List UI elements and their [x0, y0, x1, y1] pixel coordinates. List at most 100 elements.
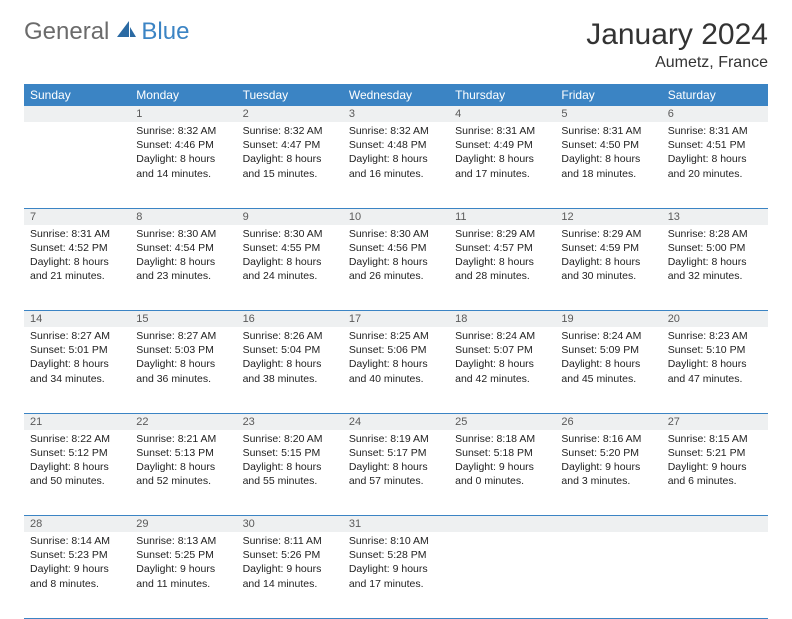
weekday-header: Monday [130, 84, 236, 106]
day-cell-content: Sunrise: 8:27 AMSunset: 5:03 PMDaylight:… [130, 327, 236, 390]
day-number: 24 [343, 413, 449, 430]
sunset-line: Sunset: 5:21 PM [668, 446, 762, 460]
day-number: 10 [343, 208, 449, 225]
daylight-line: Daylight: 8 hours and 45 minutes. [561, 357, 655, 385]
daylight-line: Daylight: 8 hours and 28 minutes. [455, 255, 549, 283]
day-cell-content: Sunrise: 8:24 AMSunset: 5:07 PMDaylight:… [449, 327, 555, 390]
daylight-line: Daylight: 9 hours and 0 minutes. [455, 460, 549, 488]
day-number: 30 [237, 516, 343, 533]
day-cell: Sunrise: 8:32 AMSunset: 4:47 PMDaylight:… [237, 122, 343, 208]
week-row: Sunrise: 8:27 AMSunset: 5:01 PMDaylight:… [24, 327, 768, 413]
sunset-line: Sunset: 5:09 PM [561, 343, 655, 357]
sunset-line: Sunset: 5:03 PM [136, 343, 230, 357]
day-cell-content: Sunrise: 8:20 AMSunset: 5:15 PMDaylight:… [237, 430, 343, 493]
day-cell-content: Sunrise: 8:29 AMSunset: 4:59 PMDaylight:… [555, 225, 661, 288]
sunset-line: Sunset: 5:10 PM [668, 343, 762, 357]
day-cell-content: Sunrise: 8:15 AMSunset: 5:21 PMDaylight:… [662, 430, 768, 493]
sunrise-line: Sunrise: 8:31 AM [30, 227, 124, 241]
daylight-line: Daylight: 8 hours and 15 minutes. [243, 152, 337, 180]
day-number: 13 [662, 208, 768, 225]
day-cell-content: Sunrise: 8:26 AMSunset: 5:04 PMDaylight:… [237, 327, 343, 390]
sunset-line: Sunset: 5:07 PM [455, 343, 549, 357]
sunset-line: Sunset: 4:57 PM [455, 241, 549, 255]
sunrise-line: Sunrise: 8:15 AM [668, 432, 762, 446]
sunrise-line: Sunrise: 8:32 AM [136, 124, 230, 138]
daylight-line: Daylight: 8 hours and 47 minutes. [668, 357, 762, 385]
daylight-line: Daylight: 8 hours and 52 minutes. [136, 460, 230, 488]
day-number: 22 [130, 413, 236, 430]
daylight-line: Daylight: 8 hours and 57 minutes. [349, 460, 443, 488]
sunset-line: Sunset: 5:12 PM [30, 446, 124, 460]
day-cell: Sunrise: 8:31 AMSunset: 4:49 PMDaylight:… [449, 122, 555, 208]
sunset-line: Sunset: 4:59 PM [561, 241, 655, 255]
weekday-header: Wednesday [343, 84, 449, 106]
day-cell: Sunrise: 8:24 AMSunset: 5:07 PMDaylight:… [449, 327, 555, 413]
title-block: January 2024 Aumetz, France [586, 18, 768, 72]
day-cell: Sunrise: 8:23 AMSunset: 5:10 PMDaylight:… [662, 327, 768, 413]
logo-text-general: General [24, 18, 109, 46]
weekday-header-row: Sunday Monday Tuesday Wednesday Thursday… [24, 84, 768, 106]
sunrise-line: Sunrise: 8:13 AM [136, 534, 230, 548]
day-cell: Sunrise: 8:30 AMSunset: 4:56 PMDaylight:… [343, 225, 449, 311]
weekday-header: Sunday [24, 84, 130, 106]
daylight-line: Daylight: 8 hours and 16 minutes. [349, 152, 443, 180]
daylight-line: Daylight: 8 hours and 30 minutes. [561, 255, 655, 283]
location: Aumetz, France [586, 54, 768, 72]
day-cell-content: Sunrise: 8:30 AMSunset: 4:54 PMDaylight:… [130, 225, 236, 288]
daylight-line: Daylight: 8 hours and 38 minutes. [243, 357, 337, 385]
sunset-line: Sunset: 4:51 PM [668, 138, 762, 152]
sunrise-line: Sunrise: 8:29 AM [455, 227, 549, 241]
sunset-line: Sunset: 4:52 PM [30, 241, 124, 255]
daylight-line: Daylight: 8 hours and 50 minutes. [30, 460, 124, 488]
sunrise-line: Sunrise: 8:20 AM [243, 432, 337, 446]
sunset-line: Sunset: 5:04 PM [243, 343, 337, 357]
week-row: Sunrise: 8:22 AMSunset: 5:12 PMDaylight:… [24, 430, 768, 516]
day-cell: Sunrise: 8:31 AMSunset: 4:52 PMDaylight:… [24, 225, 130, 311]
daylight-line: Daylight: 9 hours and 6 minutes. [668, 460, 762, 488]
sunset-line: Sunset: 5:01 PM [30, 343, 124, 357]
sunrise-line: Sunrise: 8:22 AM [30, 432, 124, 446]
day-cell-content: Sunrise: 8:31 AMSunset: 4:52 PMDaylight:… [24, 225, 130, 288]
sunset-line: Sunset: 5:18 PM [455, 446, 549, 460]
day-number: 3 [343, 106, 449, 122]
logo: General Blue [24, 18, 189, 46]
daylight-line: Daylight: 9 hours and 14 minutes. [243, 562, 337, 590]
sunrise-line: Sunrise: 8:11 AM [243, 534, 337, 548]
sunset-line: Sunset: 4:56 PM [349, 241, 443, 255]
sunrise-line: Sunrise: 8:30 AM [349, 227, 443, 241]
day-cell [555, 532, 661, 618]
week-row: Sunrise: 8:31 AMSunset: 4:52 PM Daylight:… [24, 225, 768, 311]
sunset-line: Sunset: 5:13 PM [136, 446, 230, 460]
sunrise-line: Sunrise: 8:28 AM [668, 227, 762, 241]
day-cell: Sunrise: 8:25 AMSunset: 5:06 PMDaylight:… [343, 327, 449, 413]
daylight-line: Daylight: 8 hours and 17 minutes. [455, 152, 549, 180]
sunset-line: Sunset: 4:55 PM [243, 241, 337, 255]
week-row: Sunrise: 8:32 AMSunset: 4:46 PMDaylight:… [24, 122, 768, 208]
sunrise-line: Sunrise: 8:23 AM [668, 329, 762, 343]
sunrise-line: Sunrise: 8:19 AM [349, 432, 443, 446]
sunrise-line: Sunrise: 8:18 AM [455, 432, 549, 446]
day-number: 31 [343, 516, 449, 533]
day-number: 26 [555, 413, 661, 430]
sunset-line: Sunset: 4:54 PM [136, 241, 230, 255]
day-cell-content: Sunrise: 8:16 AMSunset: 5:20 PMDaylight:… [555, 430, 661, 493]
day-cell: Sunrise: 8:16 AMSunset: 5:20 PMDaylight:… [555, 430, 661, 516]
day-cell-content: Sunrise: 8:22 AMSunset: 5:12 PMDaylight:… [24, 430, 130, 493]
day-cell-content: Sunrise: 8:29 AMSunset: 4:57 PMDaylight:… [449, 225, 555, 288]
day-cell-content: Sunrise: 8:31 AMSunset: 4:50 PMDaylight:… [555, 122, 661, 185]
day-cell [662, 532, 768, 618]
day-number: 16 [237, 311, 343, 328]
sunset-line: Sunset: 4:50 PM [561, 138, 655, 152]
daylight-line: Daylight: 8 hours and 26 minutes. [349, 255, 443, 283]
day-number: 14 [24, 311, 130, 328]
sunset-line: Sunset: 5:26 PM [243, 548, 337, 562]
sunrise-line: Sunrise: 8:27 AM [30, 329, 124, 343]
weekday-header: Saturday [662, 84, 768, 106]
day-cell: Sunrise: 8:14 AMSunset: 5:23 PMDaylight:… [24, 532, 130, 618]
day-number [555, 516, 661, 533]
day-cell: Sunrise: 8:28 AMSunset: 5:00 PMDaylight:… [662, 225, 768, 311]
day-cell-content: Sunrise: 8:13 AMSunset: 5:25 PMDaylight:… [130, 532, 236, 595]
sunrise-line: Sunrise: 8:10 AM [349, 534, 443, 548]
sunrise-line: Sunrise: 8:27 AM [136, 329, 230, 343]
day-cell: Sunrise: 8:29 AMSunset: 4:59 PMDaylight:… [555, 225, 661, 311]
